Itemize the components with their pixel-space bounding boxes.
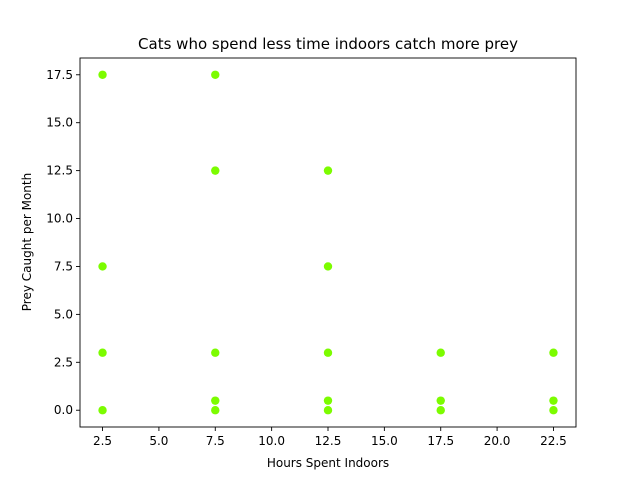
data-point xyxy=(211,348,220,357)
data-point xyxy=(549,406,558,415)
x-tick-label: 2.5 xyxy=(93,434,112,448)
data-point xyxy=(98,262,107,271)
data-point xyxy=(549,396,558,405)
axes-frame xyxy=(79,57,577,428)
x-tick-label: 12.5 xyxy=(315,434,342,448)
data-point xyxy=(211,70,220,79)
data-point xyxy=(436,406,445,415)
x-tick-label: 15.0 xyxy=(371,434,398,448)
data-point xyxy=(98,348,107,357)
data-point xyxy=(323,406,333,415)
x-axis-label: Hours Spent Indoors xyxy=(267,456,389,470)
y-tick-label: 15.0 xyxy=(46,116,73,130)
data-point xyxy=(436,348,445,357)
data-point xyxy=(323,166,333,175)
data-point xyxy=(98,70,107,79)
y-tick-label: 17.5 xyxy=(46,68,73,82)
x-tick-label: 5.0 xyxy=(149,434,168,448)
chart-title: Cats who spend less time indoors catch m… xyxy=(138,35,518,53)
data-point xyxy=(323,348,333,357)
data-point xyxy=(98,406,107,415)
y-tick-label: 10.0 xyxy=(46,212,73,226)
data-point xyxy=(323,396,333,405)
x-tick-label: 7.5 xyxy=(206,434,225,448)
y-tick-label: 5.0 xyxy=(54,307,73,321)
y-tick-label: 7.5 xyxy=(54,259,73,273)
x-tick-label: 10.0 xyxy=(258,434,285,448)
data-point xyxy=(549,348,558,357)
data-point xyxy=(211,396,220,405)
x-tick-label: 22.5 xyxy=(540,434,567,448)
x-tick-label: 20.0 xyxy=(484,434,511,448)
y-tick-label: 2.5 xyxy=(54,355,73,369)
data-point xyxy=(211,406,220,415)
data-point xyxy=(436,396,445,405)
y-axis-label: Prey Caught per Month xyxy=(20,173,34,311)
data-point xyxy=(211,166,220,175)
plot-area: 2.5 5.0 7.5 10.0 12.5 15.0 17.5 20.0 22.5 0.0 2.5 5… xyxy=(46,57,577,448)
y-tick-label: 0.0 xyxy=(54,403,73,417)
y-tick-label: 12.5 xyxy=(46,164,73,178)
x-tick-label: 17.5 xyxy=(427,434,454,448)
data-point xyxy=(323,262,333,271)
